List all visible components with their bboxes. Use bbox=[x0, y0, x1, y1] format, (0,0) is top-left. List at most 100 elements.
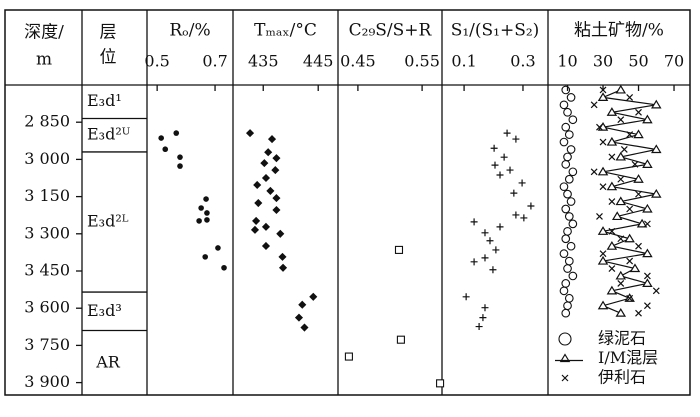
point bbox=[606, 136, 618, 146]
x-tick-label: 10 bbox=[557, 52, 577, 71]
point bbox=[626, 93, 634, 101]
y-tick-label: 3 000 bbox=[24, 149, 70, 168]
point bbox=[561, 85, 571, 95]
point bbox=[561, 279, 571, 288]
point bbox=[599, 250, 607, 258]
point bbox=[204, 217, 210, 223]
layer-name: E₃d¹ bbox=[87, 91, 122, 110]
point bbox=[615, 151, 627, 161]
point bbox=[561, 204, 571, 214]
point bbox=[276, 229, 285, 238]
point bbox=[481, 304, 489, 312]
point bbox=[564, 256, 574, 266]
point bbox=[617, 116, 625, 124]
layer-name: E₃d³ bbox=[87, 301, 122, 320]
point bbox=[252, 216, 261, 225]
point bbox=[266, 186, 275, 195]
y-tick-label: 2 850 bbox=[24, 112, 70, 131]
point bbox=[294, 313, 304, 322]
x-tick-label: 30 bbox=[593, 52, 613, 71]
point bbox=[479, 314, 487, 322]
point bbox=[298, 300, 307, 309]
point bbox=[652, 287, 660, 295]
depth-label: m bbox=[36, 50, 52, 70]
x-tick-label: 0.45 bbox=[340, 52, 376, 71]
x-tick-label: 50 bbox=[628, 52, 648, 71]
point bbox=[568, 271, 578, 281]
point bbox=[590, 168, 598, 176]
point bbox=[626, 257, 634, 265]
y-tick-label: 3 750 bbox=[24, 335, 70, 354]
point bbox=[470, 258, 478, 266]
point bbox=[489, 266, 497, 274]
x-tick-label: 445 bbox=[303, 52, 334, 71]
legend-label: 绿泥石 bbox=[598, 329, 646, 348]
point bbox=[626, 294, 634, 302]
point bbox=[599, 138, 607, 146]
y-tick-label: 3 450 bbox=[24, 261, 70, 280]
layer-name: AR bbox=[95, 352, 121, 371]
x-tick-label: 0.1 bbox=[451, 52, 476, 71]
y-tick-label: 3 600 bbox=[24, 298, 70, 317]
panel-title: C₂₉S/S+R bbox=[349, 21, 433, 41]
point bbox=[636, 218, 648, 228]
y-tick-label: 3 150 bbox=[24, 186, 70, 205]
point bbox=[559, 286, 569, 296]
point bbox=[651, 188, 662, 198]
x-tick-label: 0.55 bbox=[404, 52, 440, 71]
y-tick-label: 3 900 bbox=[24, 372, 70, 391]
point bbox=[475, 323, 483, 331]
layer-name: E₃d²ᴸ bbox=[87, 212, 129, 231]
legend-marker bbox=[558, 332, 572, 346]
point bbox=[651, 144, 662, 154]
point bbox=[559, 100, 569, 110]
point bbox=[561, 308, 571, 318]
point bbox=[608, 198, 616, 205]
point bbox=[491, 161, 499, 169]
point bbox=[599, 183, 607, 191]
point bbox=[510, 189, 518, 197]
depth-label: 深度/ bbox=[24, 23, 64, 43]
point bbox=[635, 242, 642, 250]
point bbox=[568, 219, 578, 229]
point bbox=[496, 171, 504, 179]
point bbox=[624, 233, 635, 243]
point bbox=[278, 252, 287, 261]
point bbox=[196, 218, 202, 224]
point bbox=[396, 335, 405, 344]
point bbox=[215, 245, 221, 251]
point bbox=[158, 135, 164, 141]
point bbox=[633, 174, 644, 183]
point bbox=[173, 130, 180, 136]
legend-marker bbox=[559, 353, 571, 363]
point bbox=[559, 249, 569, 258]
point bbox=[506, 166, 514, 174]
point bbox=[643, 220, 651, 228]
point bbox=[617, 175, 625, 183]
point bbox=[651, 99, 662, 109]
point bbox=[261, 241, 271, 251]
point bbox=[563, 107, 572, 117]
point bbox=[272, 154, 281, 163]
point bbox=[564, 293, 574, 303]
point bbox=[599, 86, 607, 94]
point bbox=[643, 272, 651, 280]
point bbox=[629, 263, 641, 273]
point bbox=[617, 235, 625, 243]
point bbox=[596, 123, 603, 131]
point bbox=[520, 214, 528, 222]
point bbox=[436, 379, 445, 388]
point bbox=[608, 265, 616, 272]
point bbox=[626, 131, 634, 139]
point bbox=[177, 154, 183, 160]
point bbox=[344, 352, 353, 361]
point bbox=[563, 264, 572, 273]
point bbox=[566, 241, 576, 251]
point bbox=[643, 302, 651, 310]
point bbox=[481, 229, 489, 237]
point bbox=[254, 198, 263, 208]
point bbox=[606, 181, 618, 191]
layer-label: 层 bbox=[100, 23, 117, 43]
point bbox=[566, 93, 576, 102]
point bbox=[272, 194, 281, 203]
